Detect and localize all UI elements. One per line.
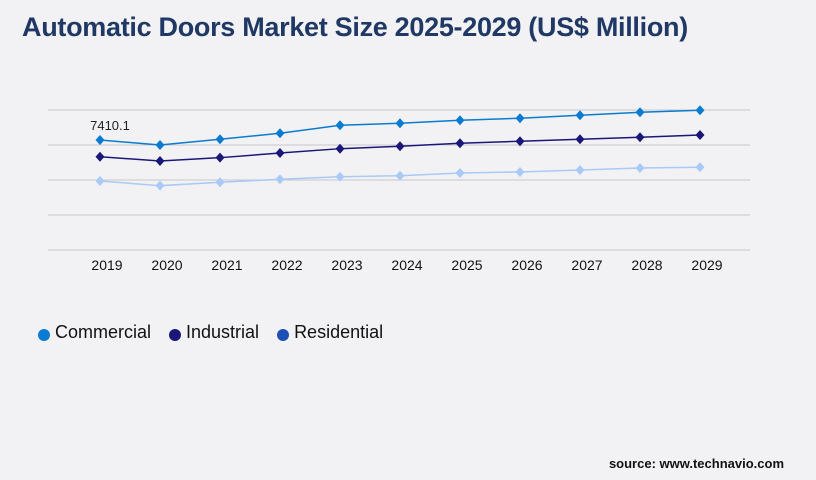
data-point [155, 180, 165, 191]
x-tick-label: 2020 [151, 257, 182, 273]
data-point [395, 141, 405, 152]
legend: Commercial Industrial Residential [38, 322, 383, 343]
data-point [215, 177, 225, 188]
x-tick-label: 2024 [391, 257, 422, 273]
data-point [215, 152, 225, 163]
x-tick-label: 2019 [91, 257, 122, 273]
data-point [275, 174, 285, 185]
data-point [635, 107, 645, 118]
data-point [575, 164, 585, 175]
data-point [515, 166, 525, 177]
x-tick-label: 2021 [211, 257, 242, 273]
x-tick-label: 2027 [571, 257, 602, 273]
x-tick-label: 2026 [511, 257, 542, 273]
data-label: 7410.1 [90, 118, 130, 133]
data-point [275, 128, 285, 139]
data-point [455, 138, 465, 149]
data-point [155, 139, 165, 150]
data-point [95, 134, 105, 145]
data-point [695, 162, 705, 173]
data-point [695, 129, 705, 140]
x-tick-label: 2023 [331, 257, 362, 273]
legend-marker-icon [277, 328, 290, 341]
data-point [455, 115, 465, 126]
legend-label: Commercial [55, 322, 152, 342]
data-point [515, 113, 525, 124]
data-point [575, 110, 585, 121]
chart-title: Automatic Doors Market Size 2025-2029 (U… [22, 12, 688, 42]
legend-label: Residential [294, 322, 384, 342]
legend-item-residential: Residential [277, 322, 383, 343]
data-point [215, 134, 225, 145]
data-point [95, 175, 105, 186]
legend-marker-icon [38, 328, 50, 341]
data-point [635, 162, 645, 173]
data-point [275, 147, 285, 158]
data-point [335, 171, 345, 182]
data-point [575, 134, 585, 145]
x-tick-label: 2022 [271, 257, 302, 273]
data-point [695, 105, 705, 116]
x-tick-label: 2028 [631, 257, 662, 273]
data-point [395, 170, 405, 181]
data-point [635, 132, 645, 143]
legend-item-commercial: Commercial [38, 322, 151, 343]
data-point [455, 167, 465, 178]
data-point [155, 155, 165, 166]
legend-item-industrial: Industrial [169, 322, 259, 343]
data-point [335, 120, 345, 131]
source-note: source: www.technavio.com [608, 456, 784, 471]
data-point [335, 143, 345, 154]
data-point [395, 118, 405, 129]
legend-label: Industrial [186, 322, 260, 342]
data-point [515, 136, 525, 147]
data-point [95, 151, 105, 162]
x-tick-label: 2025 [451, 257, 482, 273]
x-tick-label: 2029 [691, 257, 722, 273]
legend-marker-icon [169, 328, 182, 341]
